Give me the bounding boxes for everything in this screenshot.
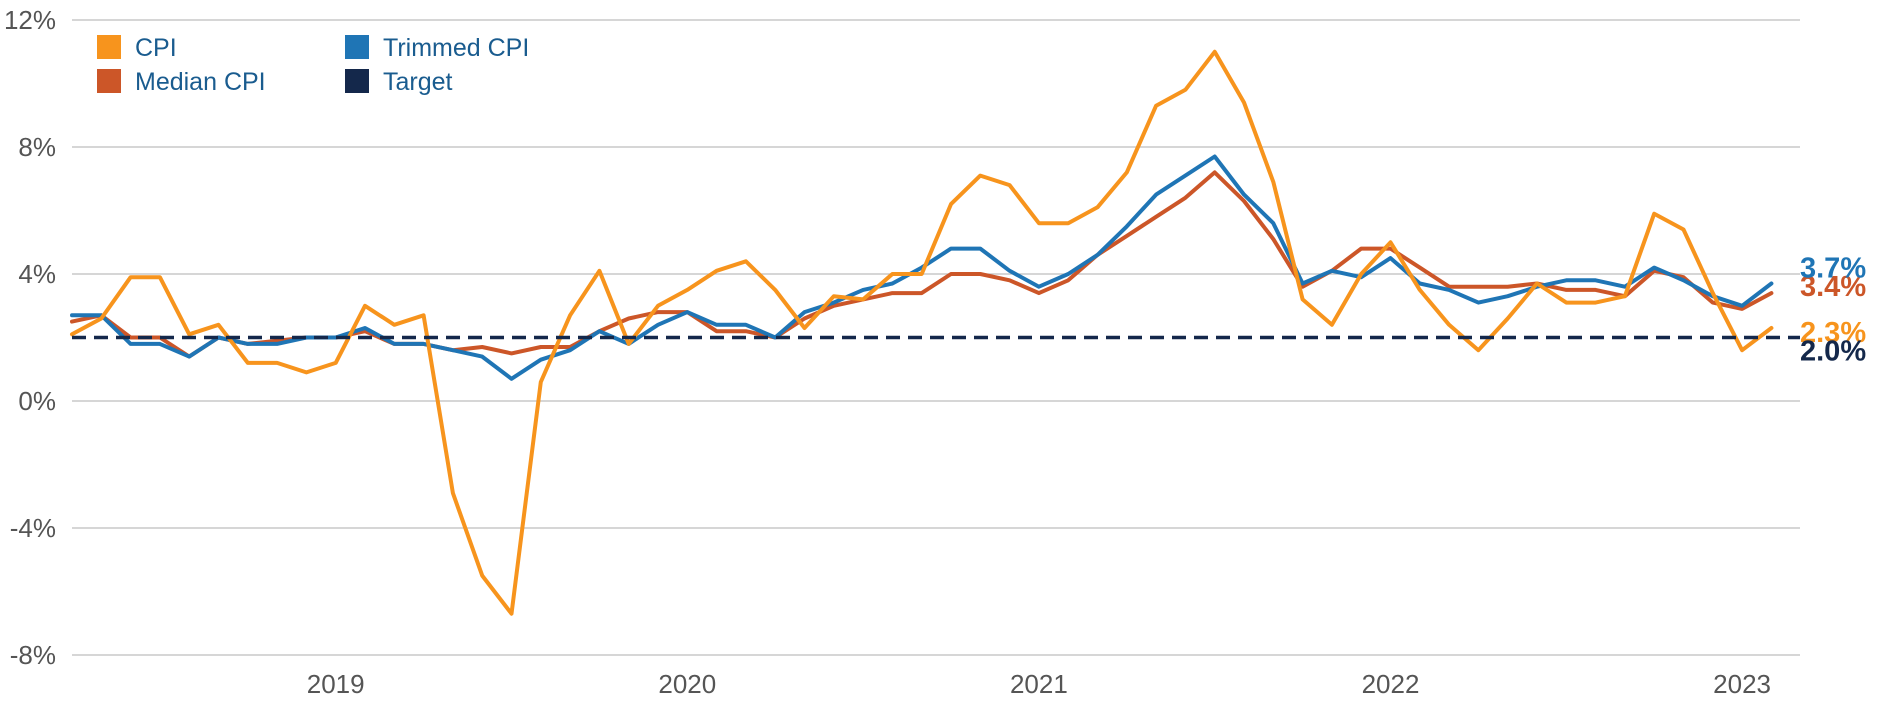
gridlines bbox=[72, 19, 1800, 656]
median-cpi-end-label: 3.4% bbox=[1800, 271, 1866, 303]
x-tick-label: 2020 bbox=[658, 669, 716, 699]
median-cpi-legend-swatch bbox=[97, 69, 121, 93]
x-tick-label: 2019 bbox=[307, 669, 365, 699]
y-tick-label: -4% bbox=[10, 513, 56, 543]
x-axis-ticks: 2019 2020 2021 2022 2023 bbox=[307, 669, 1771, 699]
trimmed-cpi-line bbox=[70, 154, 1774, 381]
series-lines bbox=[70, 49, 1800, 616]
y-axis-ticks: 12% 8% 4% 0% -4% -8% bbox=[4, 5, 56, 670]
trimmed-cpi-legend-swatch bbox=[345, 35, 369, 59]
cpi-legend-swatch bbox=[97, 35, 121, 59]
cpi-legend-label: CPI bbox=[135, 34, 177, 62]
x-tick-label: 2021 bbox=[1010, 669, 1068, 699]
end-value-labels: 3.4%3.7% 2.3%2.0% bbox=[1800, 253, 1866, 368]
median-cpi-legend-label: Median CPI bbox=[135, 68, 266, 96]
target-end-label: 2.0% bbox=[1800, 336, 1866, 368]
y-tick-label: 12% bbox=[4, 5, 56, 35]
legend: CPI Median CPI Trimmed CPI Target bbox=[97, 34, 529, 96]
target-legend-swatch bbox=[345, 69, 369, 93]
cpi-line bbox=[70, 49, 1774, 616]
y-tick-label: 4% bbox=[18, 259, 56, 289]
y-tick-label: 8% bbox=[18, 132, 56, 162]
y-tick-label: -8% bbox=[10, 640, 56, 670]
trimmed-cpi-end-label: 3.7% bbox=[1800, 253, 1866, 285]
median-cpi-line bbox=[70, 170, 1774, 359]
x-tick-label: 2023 bbox=[1713, 669, 1771, 699]
x-tick-label: 2022 bbox=[1362, 669, 1420, 699]
trimmed-cpi-legend-label: Trimmed CPI bbox=[383, 34, 529, 62]
target-legend-label: Target bbox=[383, 68, 453, 96]
cpi-end-label: 2.3% bbox=[1800, 317, 1866, 349]
y-tick-label: 0% bbox=[18, 386, 56, 416]
